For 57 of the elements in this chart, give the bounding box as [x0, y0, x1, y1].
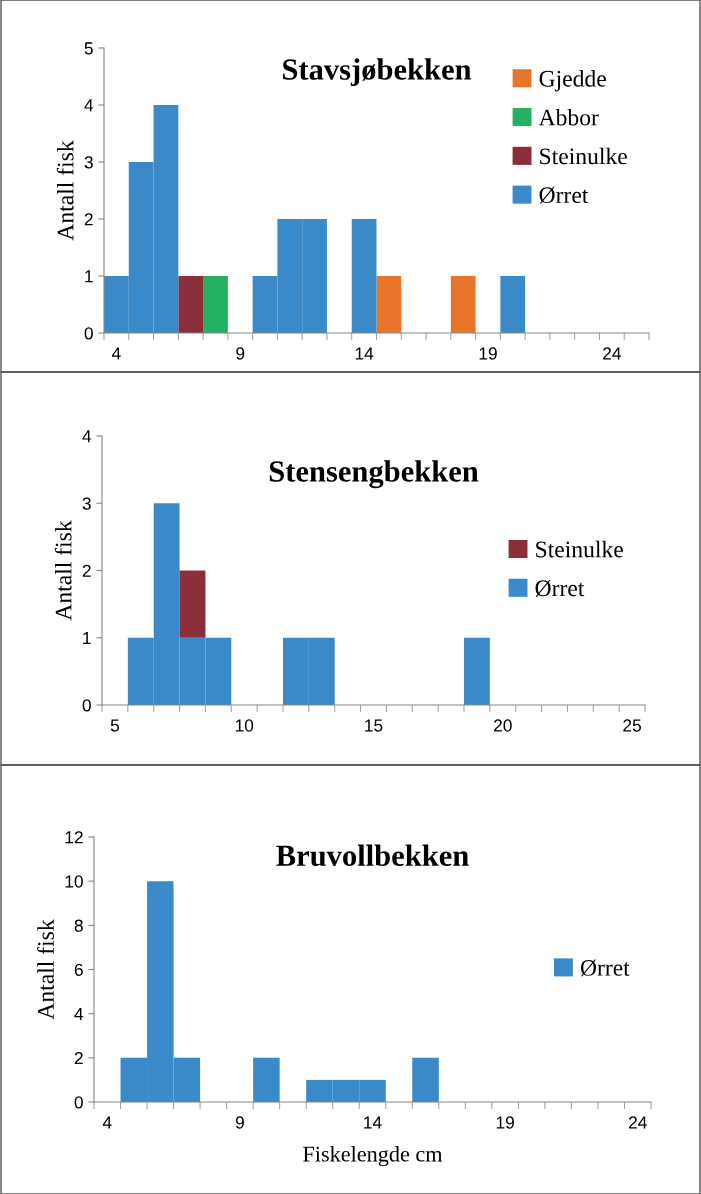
- bar: [464, 637, 490, 705]
- y-tick-label: 2: [74, 1052, 83, 1065]
- legend-label: Steinulke: [540, 147, 627, 165]
- y-tick-label: 2: [84, 213, 93, 226]
- text: Stensengbekken: [269, 460, 479, 489]
- y-axis-title: Antall fisk: [37, 919, 54, 1020]
- x-tick-label: 19: [479, 347, 497, 360]
- y-tick-label: 1: [85, 270, 93, 283]
- x-tick-label: 5: [110, 719, 120, 732]
- bar: [179, 570, 206, 638]
- legend-label: Ørret: [535, 579, 585, 597]
- bar: [253, 1057, 280, 1102]
- y-tick-label: 4: [74, 1008, 84, 1020]
- y-tick-label: 6: [74, 963, 83, 976]
- y-tick-label: 0: [74, 1096, 83, 1109]
- legend-label: Ørret: [539, 186, 589, 204]
- legend-label: Ørret: [580, 959, 630, 977]
- y-tick-label: 8: [74, 919, 83, 932]
- y-tick-label: 4: [84, 99, 94, 112]
- bar: [412, 1057, 439, 1102]
- y-tick-label: 5: [84, 42, 93, 55]
- x-tick-label: 20: [494, 719, 512, 732]
- x-tick-label: 10: [235, 719, 254, 732]
- y-axis-title: Antall fisk: [54, 520, 72, 621]
- chart-title: Stavsjøbekken: [283, 58, 472, 87]
- x-tick-label: 9: [236, 347, 245, 360]
- y-tick-label: 3: [84, 156, 93, 169]
- bar: [351, 219, 377, 333]
- x-tick-label: 15: [365, 719, 383, 732]
- bar: [178, 276, 204, 333]
- x-tick-label: 9: [235, 1116, 244, 1129]
- bar: [500, 276, 526, 333]
- bar: [203, 276, 228, 333]
- y-tick-label: 12: [65, 831, 83, 844]
- y-tick-label: 2: [82, 564, 91, 577]
- legend-label: Abbor: [538, 108, 599, 126]
- x-tick-label: 4: [102, 1116, 112, 1129]
- x-tick-label: 24: [603, 347, 621, 360]
- y-tick-label: 0: [82, 699, 91, 712]
- y-tick-label: 0: [84, 327, 93, 340]
- x-tick-label: 14: [355, 347, 374, 360]
- y-tick-label: 10: [65, 875, 83, 888]
- bar: [376, 276, 402, 333]
- x-axis-title: Fiskelengde cm: [303, 1145, 443, 1167]
- y-tick-label: 4: [82, 430, 92, 443]
- y-tick-label: 1: [83, 632, 91, 645]
- x-tick-label: 14: [364, 1116, 382, 1129]
- x-tick-label: 4: [111, 347, 121, 360]
- bar: [450, 276, 476, 333]
- y-axis-title: Antall fisk: [56, 140, 74, 241]
- legend-label: Steinulke: [536, 540, 623, 558]
- chart-title: Bruvollbekken: [276, 844, 469, 867]
- y-tick-label: 3: [82, 497, 91, 510]
- x-tick-label: 19: [496, 1116, 514, 1129]
- x-tick-label: 25: [623, 719, 641, 732]
- x-tick-label: 24: [628, 1116, 647, 1129]
- legend-label: Gjedde: [539, 70, 606, 92]
